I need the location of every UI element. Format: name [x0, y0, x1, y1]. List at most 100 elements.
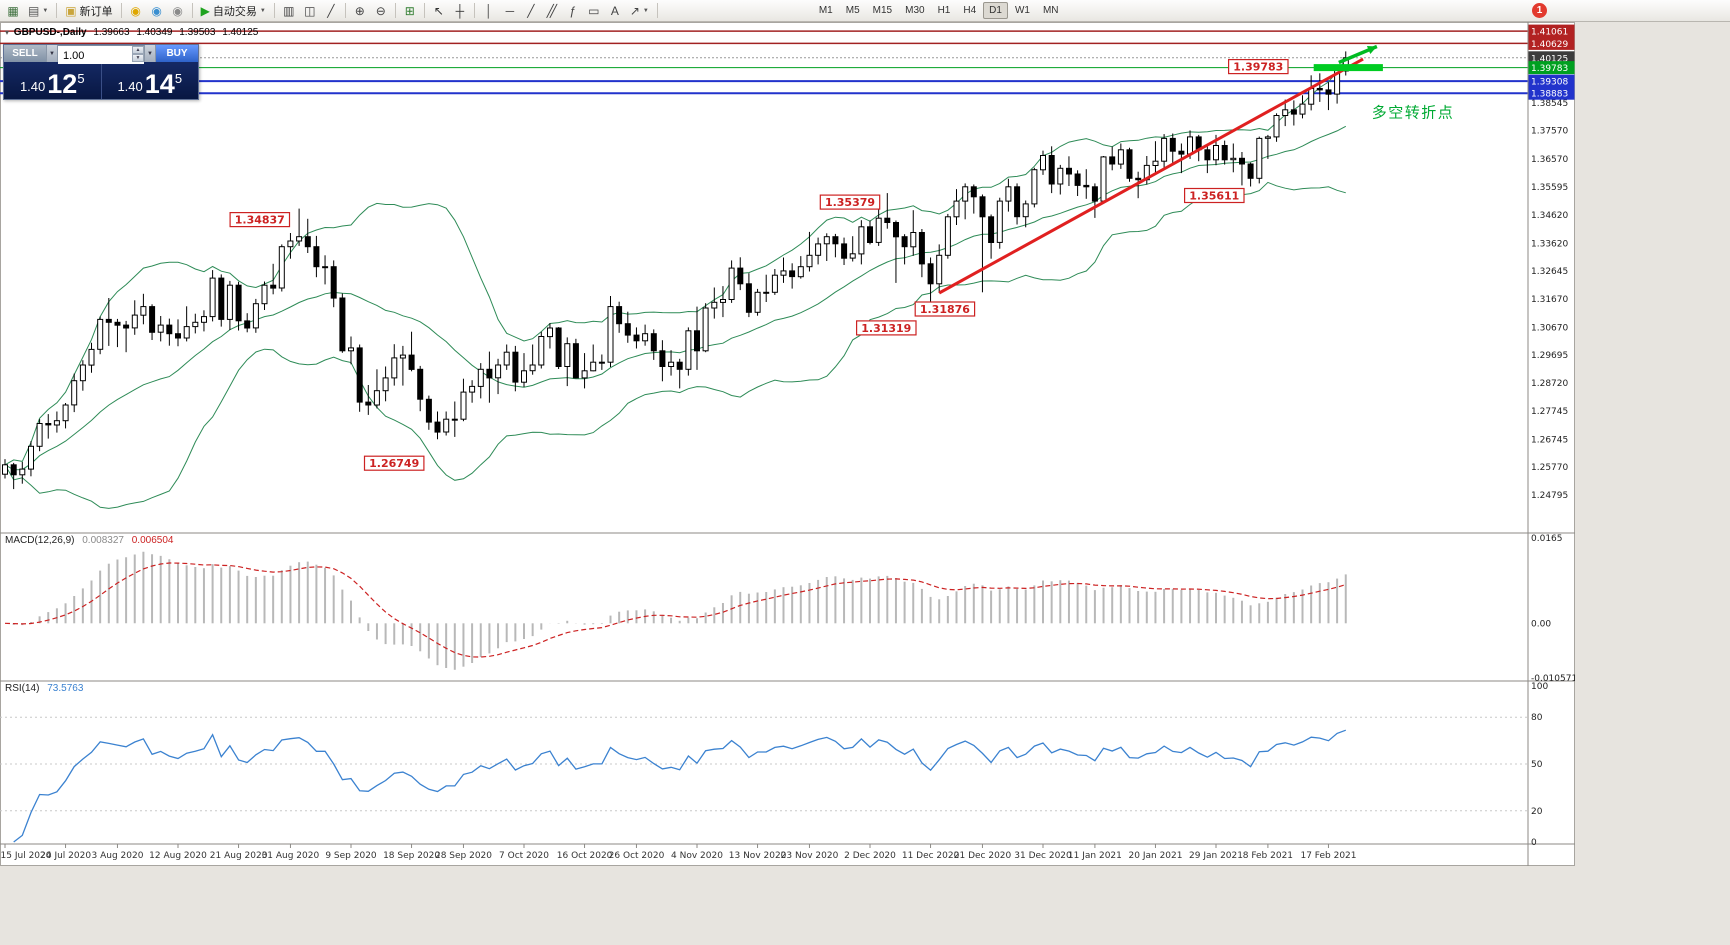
- svg-text:1.26749: 1.26749: [369, 457, 419, 470]
- macd-main-value: 0.008327: [82, 535, 124, 546]
- macd-pane[interactable]: [4, 551, 1347, 670]
- sell-button[interactable]: SELL: [4, 45, 46, 62]
- cursor-icon[interactable]: ↖: [429, 2, 449, 20]
- timeframe-w1[interactable]: W1: [1014, 5, 1030, 16]
- svg-text:1.40125: 1.40125: [1531, 54, 1568, 64]
- zoom-in-icon[interactable]: ⊕: [350, 2, 370, 20]
- rsi-value: 73.5763: [47, 683, 84, 694]
- price-tick: 1.34620: [1531, 211, 1568, 221]
- buy-options-caret[interactable]: ▼: [144, 45, 156, 62]
- price-tick: 1.27745: [1531, 407, 1568, 417]
- macd-signal-value: 0.006504: [131, 535, 174, 546]
- volume-up-stepper[interactable]: ▲: [132, 46, 144, 54]
- candles-layer: [2, 51, 1349, 490]
- price-flag-1.34837: 1.34837: [229, 212, 291, 228]
- support-icon[interactable]: ◉: [168, 2, 188, 20]
- price-level-box-1.40125: 1.40125: [1528, 51, 1575, 65]
- fibonacci-icon: ƒ: [569, 3, 577, 18]
- timeframe-mn[interactable]: MN: [1042, 5, 1059, 16]
- timeframe-m30[interactable]: M30: [905, 5, 925, 16]
- horizontal-line-icon[interactable]: ─: [500, 2, 520, 20]
- chart-window[interactable]: [0, 22, 1575, 866]
- sell-options-caret[interactable]: ▼: [46, 45, 58, 62]
- crosshair-icon[interactable]: ┼: [450, 2, 470, 20]
- symbol-period-label: GBPUSD-,Daily: [13, 27, 87, 38]
- date-tick: 21 Aug 2020: [210, 851, 268, 861]
- autotrading-button[interactable]: ▶ 自动交易 ▼: [197, 2, 270, 20]
- toolbar-separator: [344, 3, 346, 18]
- main-price-pane[interactable]: 多空转折点 1.34837 1.26749 1.35379 1.31319 1.31876…: [0, 30, 1528, 509]
- date-tick: 20 Jan 2021: [1129, 851, 1183, 861]
- deposit-funds-icon[interactable]: ◉: [126, 2, 146, 20]
- volume-input[interactable]: [58, 48, 144, 64]
- rsi-scale-tick: 80: [1531, 713, 1543, 723]
- volume-down-stepper[interactable]: ▼: [132, 54, 144, 62]
- bar-chart-icon[interactable]: ▥: [279, 2, 299, 20]
- fibonacci-icon[interactable]: ƒ: [563, 2, 583, 20]
- sell-price-display[interactable]: 1.40 12 5: [4, 62, 101, 99]
- open-value: 1.39663: [93, 27, 130, 38]
- buy-price-display[interactable]: 1.40 14 5: [102, 62, 199, 99]
- tile-windows-icon[interactable]: ⊞: [400, 2, 420, 20]
- candlestick-chart-icon: ◫: [304, 3, 316, 18]
- date-tick: 21 Dec 2020: [954, 851, 1012, 861]
- chart-canvas[interactable]: 多空转折点 1.34837 1.26749 1.35379 1.31319 1.31876…: [0, 0, 1575, 866]
- price-tick: 1.35595: [1531, 183, 1568, 193]
- price-tick: 1.33620: [1531, 239, 1568, 249]
- price-flag-1.39783: 1.39783: [1227, 58, 1289, 75]
- date-tick: 2 Dec 2020: [844, 851, 896, 861]
- pane-separators: [0, 22, 1575, 866]
- macd-indicator-label: MACD(12,26,9) 0.008327 0.006504: [5, 535, 173, 546]
- rsi-pane[interactable]: [0, 716, 1528, 843]
- chart-menu-icon[interactable]: ▾: [5, 28, 10, 37]
- svg-text:1.39308: 1.39308: [1531, 78, 1568, 88]
- date-tick: 8 Feb 2021: [1243, 851, 1293, 861]
- horizontal-line-icon: ─: [505, 3, 515, 18]
- channel-icon[interactable]: ╱╱: [542, 2, 562, 20]
- price-tick: 1.31670: [1531, 295, 1568, 305]
- dropdown-caret-icon: ▼: [642, 7, 649, 14]
- price-axis[interactable]: 1.38545 1.37570 1.36570 1.35595 1.34620 1.336…: [1528, 24, 1576, 848]
- date-tick: 11 Jan 2021: [1068, 851, 1122, 861]
- timeframe-m5[interactable]: M5: [845, 5, 860, 16]
- zoom-out-icon[interactable]: ⊖: [371, 2, 391, 20]
- vertical-line-icon[interactable]: │: [479, 2, 499, 20]
- vertical-line-icon: │: [485, 3, 493, 18]
- zoom-in-icon: ⊕: [354, 3, 365, 18]
- line-chart-icon[interactable]: ╱: [321, 2, 341, 20]
- timeframe-m1[interactable]: M1: [818, 5, 833, 16]
- new-chart-icon[interactable]: ▦: [3, 2, 23, 20]
- price-tick: 1.28720: [1531, 379, 1568, 389]
- notification-badge[interactable]: 1: [1532, 3, 1547, 18]
- price-flag-1.31319: 1.31319: [855, 320, 917, 336]
- buy-button[interactable]: BUY: [156, 45, 198, 62]
- shapes-icon[interactable]: ▭: [584, 2, 604, 20]
- date-tick: 31 Aug 2020: [262, 851, 320, 861]
- arrows-tool-icon[interactable]: ↗ ▼: [626, 2, 653, 20]
- support-icon: ◉: [172, 3, 183, 18]
- timeframe-h4[interactable]: H4: [963, 5, 977, 16]
- svg-text:1.31876: 1.31876: [920, 303, 970, 316]
- svg-text:1.35611: 1.35611: [1189, 190, 1239, 203]
- low-value: 1.39503: [179, 27, 216, 38]
- tile-windows-icon: ⊞: [404, 3, 415, 18]
- bar-chart-icon: ▥: [283, 3, 295, 18]
- timeframe-d1[interactable]: D1: [983, 2, 1008, 19]
- profiles-icon[interactable]: ▤ ▼: [24, 2, 52, 20]
- new-order-button[interactable]: ▣ 新订单: [61, 2, 116, 20]
- candlestick-chart-icon[interactable]: ◫: [300, 2, 320, 20]
- date-tick: 7 Oct 2020: [499, 851, 549, 861]
- timeframe-h1[interactable]: H1: [937, 5, 951, 16]
- community-icon[interactable]: ◉: [147, 2, 167, 20]
- svg-text:1.39783: 1.39783: [1233, 61, 1283, 74]
- timeframe-m15[interactable]: M15: [872, 5, 893, 16]
- bollinger-upper-band: [4, 59, 1347, 466]
- price-tick: 1.38545: [1531, 99, 1568, 109]
- date-tick: 3 Aug 2020: [92, 851, 144, 861]
- rsi-scale-tick: 50: [1531, 760, 1543, 770]
- date-tick: 29 Jan 2021: [1189, 851, 1243, 861]
- rsi-indicator-label: RSI(14) 73.5763: [5, 683, 83, 694]
- trendline-icon[interactable]: ╱: [521, 2, 541, 20]
- text-icon[interactable]: A: [605, 2, 625, 20]
